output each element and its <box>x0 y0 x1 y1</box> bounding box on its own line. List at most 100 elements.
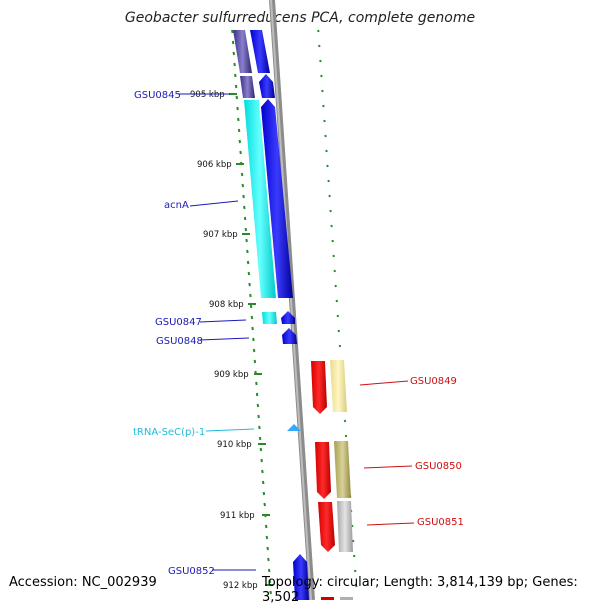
track-dot <box>231 29 234 34</box>
forward-gene-labels: GSU0845 acnA GSU0847 GSU0848 tRNA-SeC(p)… <box>133 90 256 577</box>
gene-label-GSU0852[interactable]: GSU0852 <box>168 566 215 577</box>
track-dot <box>256 403 260 408</box>
gene-block[interactable] <box>334 441 351 498</box>
track-dot <box>252 348 256 353</box>
gene-block[interactable] <box>250 30 270 73</box>
track-dot <box>244 227 248 232</box>
track-dot <box>240 172 244 177</box>
gene-label-GSU0848[interactable]: GSU0848 <box>156 336 203 347</box>
gene-GSU0847-cyan[interactable] <box>262 312 277 324</box>
track-dot <box>258 436 262 441</box>
track-dot <box>261 469 264 474</box>
gene-arrow-GSU0845[interactable] <box>259 74 275 98</box>
track-dot <box>246 260 250 265</box>
gene-label-acnA[interactable]: acnA <box>164 200 189 211</box>
track-dot <box>268 579 272 584</box>
track-dot <box>343 419 347 423</box>
track-dot <box>231 40 235 45</box>
track-dot <box>321 89 324 93</box>
forward-strand-genes <box>233 30 309 600</box>
track-dot <box>334 284 337 288</box>
track-dot <box>336 314 340 318</box>
gene-block[interactable] <box>321 597 334 600</box>
track-dot <box>327 179 330 183</box>
track-dot <box>243 216 247 221</box>
track-dot <box>344 434 348 438</box>
track-dot <box>257 414 260 419</box>
track-dot <box>351 539 355 543</box>
gene-acnA[interactable] <box>244 100 276 298</box>
track-dot <box>252 337 255 342</box>
gene-GSU0851[interactable] <box>318 502 335 552</box>
gene-GSU0848[interactable] <box>282 328 297 344</box>
track-dot <box>322 104 325 108</box>
accession-text: Accession: NC_002939 <box>9 575 157 590</box>
track-dot <box>265 535 269 540</box>
gene-label-tRNA-SeC[interactable]: tRNA-SeC(p)-1 <box>133 427 205 438</box>
track-dot <box>258 425 261 430</box>
track-dot <box>239 150 242 155</box>
outer-track-dots <box>231 29 272 595</box>
track-dot <box>260 458 263 463</box>
gene-GSU0847[interactable] <box>281 311 295 324</box>
track-dot <box>332 254 335 258</box>
map-title: Geobacter sulfurreducens PCA, complete g… <box>124 10 476 26</box>
track-dot <box>317 29 320 33</box>
track-dot <box>267 557 270 562</box>
kbp-label: 908 kbp <box>209 300 244 310</box>
track-dot <box>263 502 266 507</box>
track-dot <box>234 73 237 78</box>
track-dot <box>261 480 265 485</box>
track-dot <box>238 139 242 144</box>
track-dot <box>326 164 329 168</box>
label-leader <box>366 522 415 526</box>
gene-GSU0850[interactable] <box>315 442 331 499</box>
track-dot <box>323 119 326 123</box>
gene-block[interactable] <box>240 76 255 98</box>
track-dot <box>335 299 339 303</box>
label-leader <box>189 200 239 207</box>
gene-label-GSU0849[interactable]: GSU0849 <box>410 376 457 387</box>
reverse-strand-genes <box>311 360 353 600</box>
track-dot <box>269 590 272 595</box>
track-dot <box>329 209 332 213</box>
track-dot <box>337 329 341 333</box>
track-dot <box>355 584 358 588</box>
track-dot <box>352 554 356 558</box>
gene-block[interactable] <box>233 30 252 73</box>
track-dot <box>236 106 239 111</box>
gene-label-GSU0845[interactable]: GSU0845 <box>134 90 181 101</box>
track-dot <box>266 546 269 551</box>
track-dot <box>249 293 252 298</box>
track-dot <box>255 381 258 386</box>
gene-GSU0852[interactable] <box>293 554 309 600</box>
track-dot <box>250 315 254 320</box>
gene-label-GSU0851[interactable]: GSU0851 <box>417 517 464 528</box>
gene-GSU0849[interactable] <box>311 361 327 414</box>
track-dot <box>245 238 248 243</box>
gene-label-GSU0847[interactable]: GSU0847 <box>155 317 202 328</box>
track-dot <box>243 205 246 210</box>
gene-block[interactable] <box>337 501 353 552</box>
gene-block[interactable] <box>261 99 293 298</box>
track-dot <box>319 59 322 63</box>
track-dot <box>267 568 271 573</box>
genome-backbone-highlight <box>270 0 312 600</box>
track-dot <box>320 74 323 78</box>
gene-block[interactable] <box>330 360 347 412</box>
track-dot <box>264 524 268 529</box>
gene-block[interactable] <box>340 597 353 600</box>
gene-label-GSU0850[interactable]: GSU0850 <box>415 461 462 472</box>
genome-summary: Topology: circular; Length: 3,814,139 bp… <box>262 575 578 605</box>
track-dot <box>328 194 331 198</box>
track-dot <box>237 128 241 133</box>
track-dot <box>262 491 266 496</box>
track-dot <box>233 62 236 67</box>
track-dot <box>234 84 238 89</box>
trna-SeC[interactable] <box>287 424 301 431</box>
label-leader <box>205 428 255 432</box>
track-dot <box>235 95 239 100</box>
track-dot <box>251 326 254 331</box>
kbp-scale: 905 kbp 906 kbp 907 kbp 908 kbp 909 kbp … <box>190 90 273 591</box>
